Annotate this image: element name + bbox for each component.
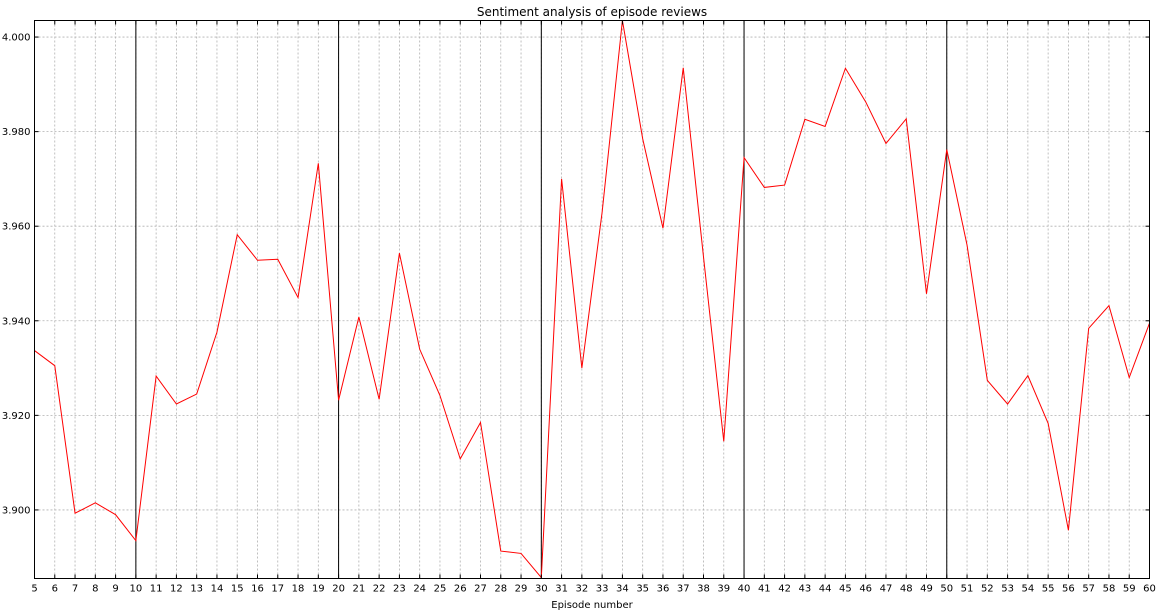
- x-tick-label: 57: [1082, 584, 1095, 595]
- x-tick-label: 22: [373, 584, 386, 595]
- x-tick-label: 36: [657, 584, 670, 595]
- series-line: [34, 20, 1150, 579]
- x-tick-label: 40: [738, 584, 751, 595]
- x-tick-label: 47: [880, 584, 893, 595]
- x-tick-label: 58: [1103, 584, 1116, 595]
- x-tick-label: 52: [981, 584, 994, 595]
- series-layer: [34, 20, 1150, 579]
- x-tick-label: 51: [961, 584, 974, 595]
- x-tick-label: 29: [515, 584, 528, 595]
- x-tick-label: 53: [1001, 584, 1014, 595]
- x-tick-label: 49: [920, 584, 933, 595]
- y-tick-label: 3.960: [2, 222, 31, 233]
- x-tick-label: 48: [900, 584, 913, 595]
- y-tick-label: 3.980: [2, 127, 31, 138]
- x-tick-label: 59: [1123, 584, 1136, 595]
- chart-title: Sentiment analysis of episode reviews: [477, 5, 707, 19]
- x-tick-labels: 5 6 7 8 9 10 11 12 13 14 15 16 17 18 19 20 21 22 23 24 25 26 2…: [31, 584, 1156, 595]
- x-tick-label: 38: [697, 584, 710, 595]
- x-tick-label: 23: [393, 584, 406, 595]
- x-tick-label: 26: [454, 584, 467, 595]
- x-tick-label: 24: [413, 584, 426, 595]
- x-tick-label: 7: [72, 584, 78, 595]
- x-tick-label: 5: [31, 584, 37, 595]
- x-tick-label: 34: [616, 584, 629, 595]
- x-tick-label: 31: [555, 584, 568, 595]
- x-tick-label: 46: [859, 584, 872, 595]
- x-tick-label: 43: [798, 584, 811, 595]
- x-tick-label: 28: [494, 584, 507, 595]
- x-tick-label: 50: [940, 584, 953, 595]
- x-tick-label: 27: [474, 584, 487, 595]
- y-tick-label: 3.900: [2, 505, 31, 516]
- x-tick-label: 17: [271, 584, 284, 595]
- y-tick-labels: 3.900 3.920 3.940 3.960 3.980 4.000: [2, 33, 31, 517]
- x-tick-label: 19: [312, 584, 325, 595]
- x-tick-label: 6: [52, 584, 58, 595]
- x-tick-label: 10: [129, 584, 142, 595]
- y-tick-label: 3.920: [2, 411, 31, 422]
- x-tick-label: 8: [92, 584, 98, 595]
- x-tick-label: 14: [211, 584, 224, 595]
- x-tick-label: 54: [1021, 584, 1034, 595]
- x-tick-label: 32: [575, 584, 588, 595]
- x-axis-label: Episode number: [551, 600, 633, 611]
- x-tick-label: 11: [150, 584, 163, 595]
- tick-marks: [34, 20, 1150, 579]
- x-tick-label: 30: [535, 584, 548, 595]
- plot-frame: [34, 20, 1150, 579]
- y-tick-label: 3.940: [2, 316, 31, 327]
- x-tick-label: 12: [170, 584, 183, 595]
- x-tick-label: 60: [1143, 584, 1156, 595]
- x-tick-label: 44: [819, 584, 832, 595]
- x-tick-label: 18: [292, 584, 305, 595]
- vertical-reference-lines: [135, 20, 948, 579]
- grid-lines: [34, 20, 1150, 579]
- x-tick-label: 33: [596, 584, 609, 595]
- x-tick-label: 21: [352, 584, 365, 595]
- x-tick-label: 55: [1042, 584, 1055, 595]
- x-tick-label: 45: [839, 584, 852, 595]
- x-tick-label: 20: [332, 584, 345, 595]
- x-tick-label: 41: [758, 584, 771, 595]
- y-tick-label: 4.000: [2, 33, 31, 44]
- x-tick-label: 13: [190, 584, 203, 595]
- x-tick-label: 15: [231, 584, 244, 595]
- x-tick-label: 56: [1062, 584, 1075, 595]
- x-tick-label: 9: [112, 584, 118, 595]
- x-tick-label: 42: [778, 584, 791, 595]
- x-tick-label: 39: [717, 584, 730, 595]
- x-tick-label: 35: [636, 584, 649, 595]
- x-tick-label: 37: [677, 584, 690, 595]
- x-tick-label: 25: [434, 584, 447, 595]
- x-tick-label: 16: [251, 584, 264, 595]
